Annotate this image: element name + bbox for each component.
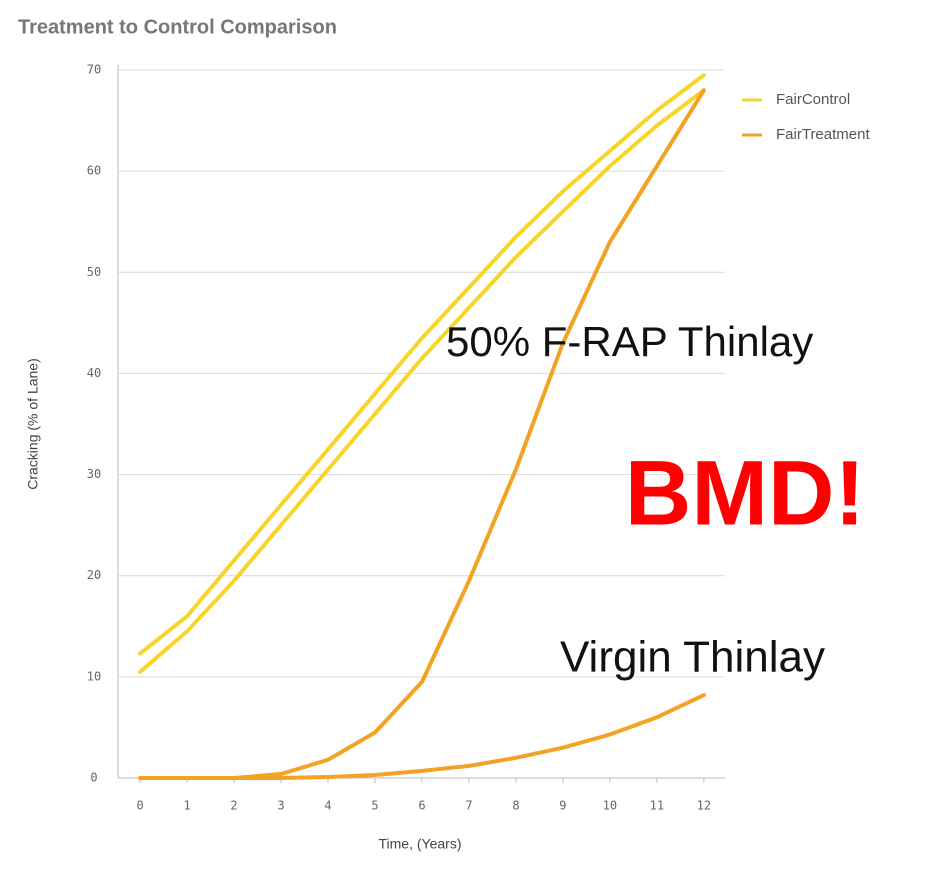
chart-title: Treatment to Control Comparison: [18, 16, 337, 38]
x-tick-label: 8: [512, 799, 519, 813]
x-tick-label: 1: [183, 799, 190, 813]
x-tick-label: 2: [230, 799, 237, 813]
annotation: BMD!: [625, 442, 865, 544]
series-line: [138, 693, 706, 780]
y-tick-label: 40: [87, 366, 101, 380]
x-tick-label: 4: [324, 799, 331, 813]
x-tick-label: 6: [418, 799, 425, 813]
legend-label: FairTreatment: [776, 126, 870, 143]
legend-label: FairControl: [776, 91, 850, 108]
x-tick-label: 9: [559, 799, 566, 813]
x-tick-label: 10: [603, 799, 617, 813]
x-tick-label: 7: [465, 799, 472, 813]
y-tick-label: 60: [87, 164, 101, 178]
x-tick-label: 11: [650, 799, 664, 813]
annotation: Virgin Thinlay: [560, 633, 825, 682]
series-line: [138, 88, 706, 674]
y-tick-label: 20: [87, 568, 101, 582]
x-tick-label: 0: [136, 799, 143, 813]
series-line: [138, 73, 706, 656]
y-tick-label: 10: [87, 669, 101, 683]
x-tick-label: 5: [371, 799, 378, 813]
y-tick-label: 30: [87, 467, 101, 481]
y-axis-label: Cracking (% of Lane): [25, 358, 41, 490]
y-tick-label: 0: [90, 771, 97, 785]
y-tick-label: 50: [87, 265, 101, 279]
y-tick-label: 70: [87, 63, 101, 77]
x-tick-label: 3: [277, 799, 284, 813]
x-tick-label: 12: [697, 799, 711, 813]
x-axis-label: Time, (Years): [379, 836, 462, 852]
annotation: 50% F-RAP Thinlay: [446, 318, 813, 365]
